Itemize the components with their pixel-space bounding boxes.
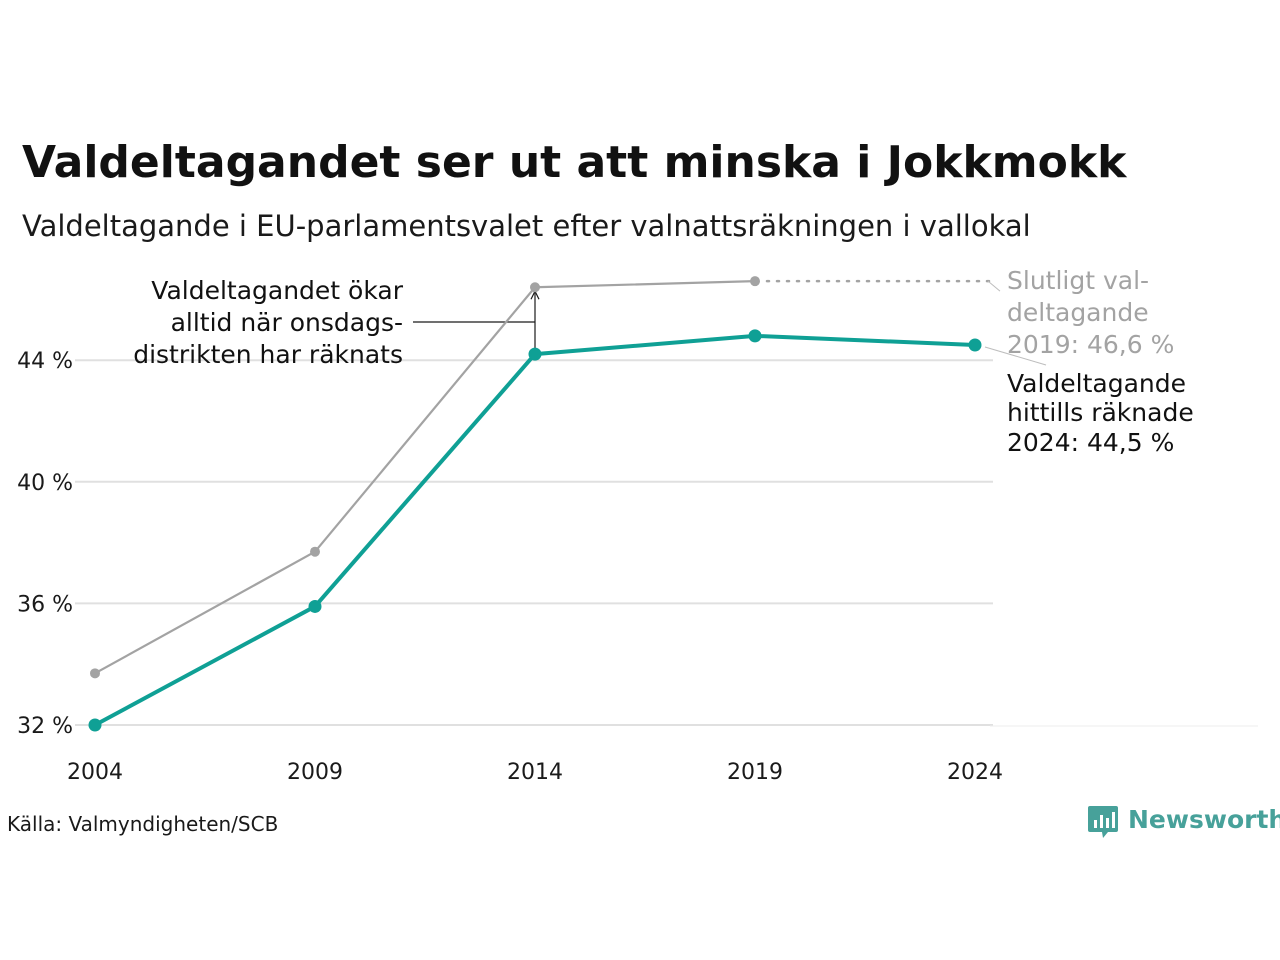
x-tick-label-2019: 2019 <box>727 760 783 785</box>
annotation-left-line-1: Valdeltagandet ökar <box>151 276 403 305</box>
series-final-point-2009 <box>310 546 320 557</box>
brand-logo: Newsworthy <box>1088 805 1280 838</box>
x-tick-label-2014: 2014 <box>507 760 563 785</box>
series-final-point-2014 <box>530 282 540 293</box>
y-tick-label-32: 32 % <box>17 714 73 739</box>
annotation-counted-line-3: 2024: 44,5 % <box>1007 428 1174 457</box>
series-final-point-2004 <box>90 668 100 679</box>
y-tick-label-40: 40 % <box>17 471 73 496</box>
annotation-left: Valdeltagandet ökar alltid när onsdags- … <box>133 276 403 369</box>
annotation-counted-2024: Valdeltagande hittills räknade 2024: 44,… <box>1007 369 1194 457</box>
annotation-counted-line-2: hittills räknade <box>1007 398 1194 427</box>
series-counted-point-2024 <box>968 338 982 352</box>
annotation-connectors <box>413 279 1047 366</box>
x-tick-label-2004: 2004 <box>67 760 123 785</box>
annotation-final-line-1: Slutligt val- <box>1007 266 1149 295</box>
series-counted-line <box>93 333 977 727</box>
annotation-left-line-3: distrikten har räknats <box>133 340 403 369</box>
x-tick-label-2009: 2009 <box>287 760 343 785</box>
chart-title: Valdeltagandet ser ut att minska i Jokkm… <box>22 137 1128 188</box>
annotation-final-line-3: 2019: 46,6 % <box>1007 330 1174 359</box>
chart-subtitle: Valdeltagande i EU-parlamentsvalet efter… <box>22 209 1031 243</box>
annotation-counted-line-1: Valdeltagande <box>1007 369 1186 398</box>
annotation-left-line-2: alltid när onsdags- <box>171 308 403 337</box>
bar-chart-speech-icon <box>1088 806 1118 838</box>
annotation-final-line-2: deltagande <box>1007 298 1149 327</box>
annotation-final-connector <box>987 280 1001 292</box>
series-counted-point-2009 <box>308 599 322 613</box>
brand-name: Newsworthy <box>1128 805 1280 834</box>
y-axis-ticks: 32 % 36 % 40 % 44 % <box>17 349 73 739</box>
data-series <box>88 276 982 732</box>
series-counted-point-2014 <box>528 347 542 361</box>
annotation-final-2019: Slutligt val- deltagande 2019: 46,6 % <box>1007 266 1174 359</box>
y-tick-label-44: 44 % <box>17 349 73 374</box>
series-final-line <box>93 280 757 675</box>
y-tick-label-36: 36 % <box>17 592 73 617</box>
series-counted-point-2004 <box>88 718 102 732</box>
annotation-counted-connector <box>984 346 1047 366</box>
source-text: Källa: Valmyndigheten/SCB <box>7 812 278 836</box>
series-counted-point-2019 <box>748 329 762 343</box>
x-axis-ticks: 2004 2009 2014 2019 2024 <box>67 760 1003 785</box>
series-final-point-2019 <box>750 276 760 287</box>
grid-lines <box>75 359 993 726</box>
x-tick-label-2024: 2024 <box>947 760 1003 785</box>
